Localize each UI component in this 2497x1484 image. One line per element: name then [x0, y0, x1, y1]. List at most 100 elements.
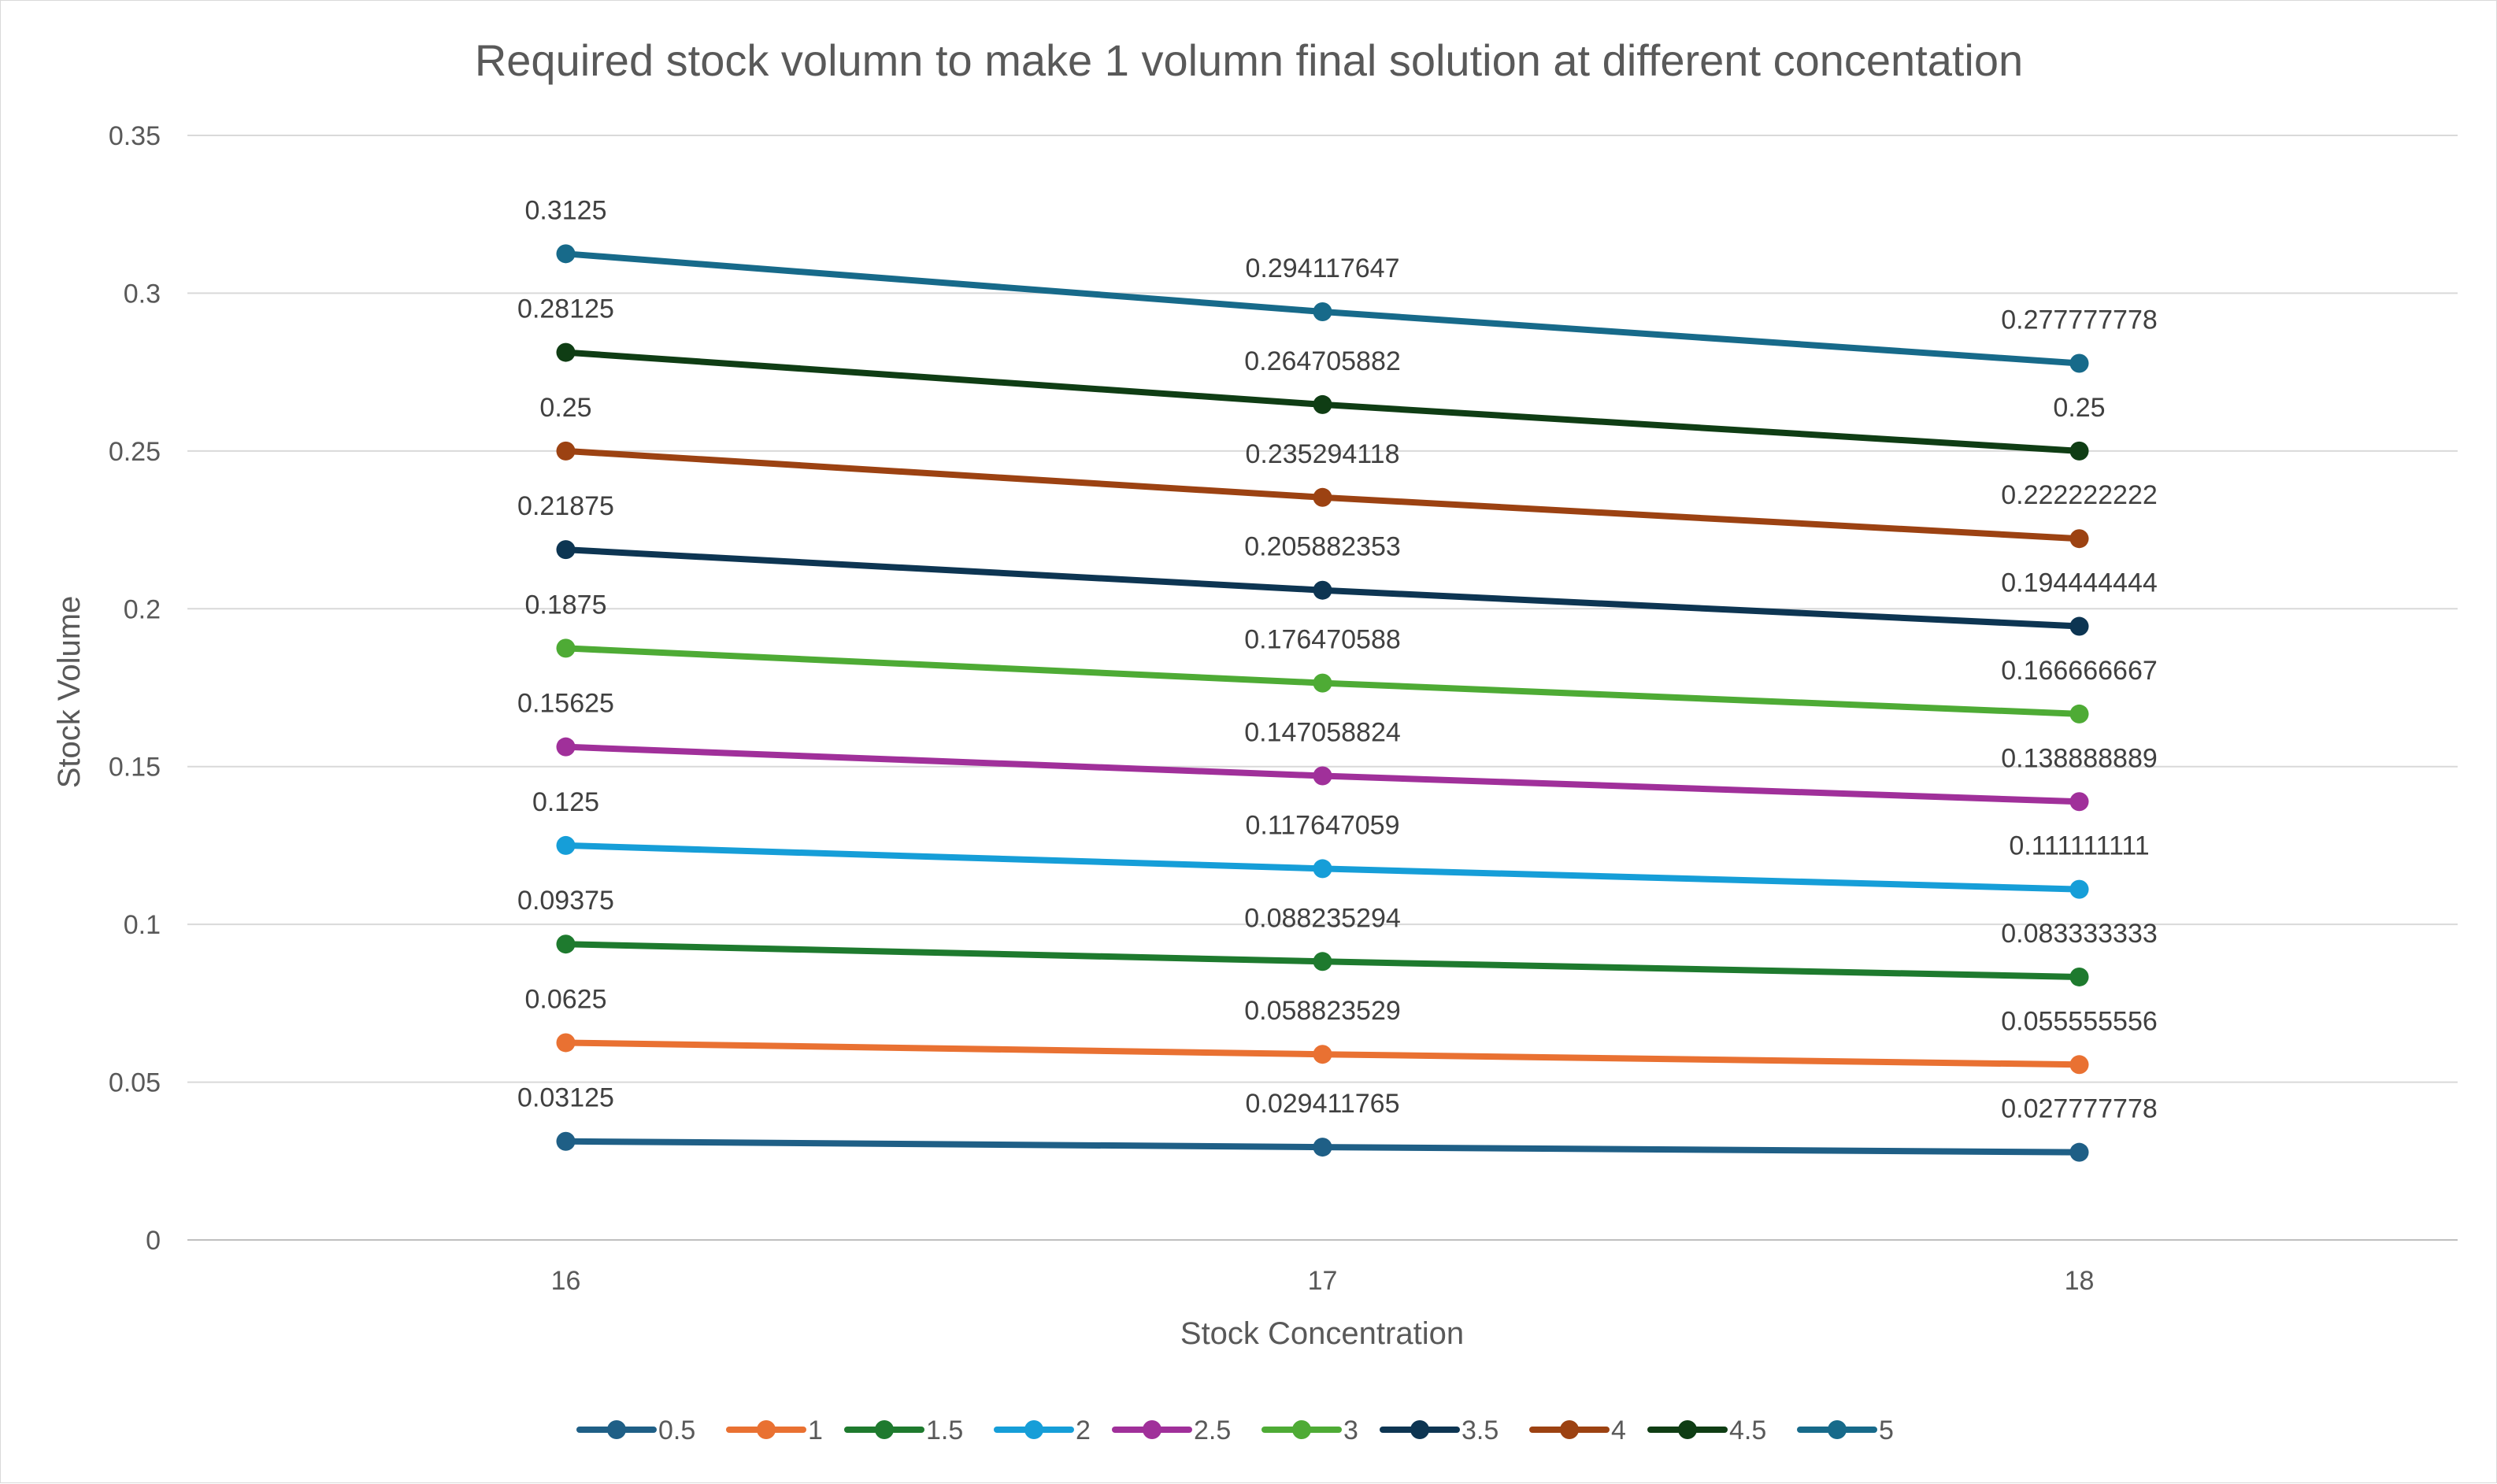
legend-item: 1 [726, 1416, 823, 1445]
legend-label: 1.5 [926, 1416, 963, 1445]
y-axis-title: Stock Volume [52, 596, 87, 789]
data-label: 0.277777778 [2001, 305, 2158, 335]
data-label: 0.111111111 [2009, 831, 2149, 861]
legend-swatch-marker [757, 1420, 776, 1439]
data-label: 0.088235294 [1244, 903, 1401, 933]
legend-swatch-marker [875, 1420, 894, 1439]
y-tick-label: 0.2 [124, 594, 161, 624]
legend-item: 0.5 [576, 1416, 695, 1445]
legend-swatch-marker [1292, 1420, 1311, 1439]
legend-label: 1 [808, 1416, 823, 1445]
legend-item: 4.5 [1647, 1416, 1766, 1445]
data-label: 0.027777778 [2001, 1094, 2158, 1124]
x-tick-label: 16 [551, 1266, 581, 1296]
data-label: 0.03125 [517, 1083, 614, 1113]
data-label: 0.264705882 [1244, 346, 1401, 376]
data-point [1313, 1138, 1332, 1157]
y-tick-label: 0.3 [124, 279, 161, 309]
data-label: 0.1875 [525, 590, 607, 620]
data-point [556, 638, 576, 658]
legend-item: 4 [1529, 1416, 1626, 1445]
data-point [1313, 673, 1332, 693]
x-axis-title: Stock Concentration [1180, 1316, 1464, 1351]
data-label: 0.083333333 [2001, 919, 2158, 949]
data-label: 0.147058824 [1244, 718, 1401, 748]
data-point [556, 737, 576, 757]
legend-label: 4 [1611, 1416, 1626, 1445]
data-point [556, 244, 576, 264]
data-labels: 0.03125 0.029411765 0.027777778 0.0625 0.058… [517, 195, 2158, 1123]
legend-item: 3 [1261, 1416, 1358, 1445]
x-tick-label: 18 [2065, 1266, 2095, 1296]
data-label: 0.28125 [517, 294, 614, 324]
y-tick-label: 0.05 [109, 1068, 161, 1098]
data-point [2069, 792, 2089, 812]
legend-swatch-marker [1410, 1420, 1429, 1439]
data-label: 0.194444444 [2001, 568, 2158, 598]
data-point [556, 1131, 576, 1151]
legend-swatch-marker [607, 1420, 626, 1439]
data-label: 0.055555556 [2001, 1006, 2158, 1036]
data-point [2069, 441, 2089, 461]
x-axis-ticks: 16 17 18 [551, 1266, 2095, 1296]
data-point [556, 540, 576, 560]
data-point [556, 1033, 576, 1053]
legend-label: 5 [1879, 1416, 1894, 1445]
data-label: 0.25 [2053, 393, 2105, 423]
data-label: 0.25 [539, 393, 591, 423]
data-point [1313, 394, 1332, 414]
data-label: 0.205882353 [1244, 532, 1401, 562]
y-tick-label: 0.15 [109, 753, 161, 783]
data-point [2069, 879, 2089, 899]
y-tick-label: 0.35 [109, 121, 161, 151]
data-point [2069, 967, 2089, 986]
data-point [556, 441, 576, 461]
data-point [1313, 487, 1332, 507]
data-label: 0.166666667 [2001, 656, 2158, 686]
data-point [1313, 952, 1332, 971]
y-axis-ticks: 0 0.05 0.1 0.15 0.2 0.25 0.3 0.35 [109, 121, 161, 1256]
legend-swatch-marker [1678, 1420, 1697, 1439]
legend-label: 0.5 [658, 1416, 695, 1445]
data-label: 0.15625 [517, 689, 614, 719]
legend: 0.5 1 1.5 2 2.5 3 3.5 4 4.5 5 [576, 1416, 1894, 1445]
data-point [1313, 766, 1332, 786]
data-point [1313, 1045, 1332, 1064]
data-label: 0.0625 [525, 984, 607, 1014]
legend-label: 2 [1076, 1416, 1091, 1445]
data-label: 0.294117647 [1245, 254, 1399, 283]
data-label: 0.222222222 [2001, 480, 2158, 510]
legend-swatch-marker [1143, 1420, 1161, 1439]
data-label: 0.125 [532, 787, 599, 817]
legend-item: 2.5 [1112, 1416, 1231, 1445]
legend-label: 4.5 [1729, 1416, 1766, 1445]
legend-label: 3 [1343, 1416, 1358, 1445]
legend-label: 2.5 [1194, 1416, 1231, 1445]
data-point [1313, 859, 1332, 879]
data-point [1313, 580, 1332, 600]
legend-item: 5 [1797, 1416, 1894, 1445]
y-tick-label: 0.1 [124, 910, 161, 940]
data-point [2069, 616, 2089, 636]
data-label: 0.117647059 [1245, 810, 1399, 840]
data-label: 0.3125 [525, 195, 607, 225]
legend-swatch-marker [1024, 1420, 1043, 1439]
data-label: 0.138888889 [2001, 743, 2158, 773]
legend-item: 1.5 [844, 1416, 963, 1445]
data-label: 0.029411765 [1245, 1089, 1399, 1119]
data-point [2069, 353, 2089, 373]
data-label: 0.21875 [517, 491, 614, 521]
data-point [2069, 529, 2089, 549]
data-label: 0.09375 [517, 886, 614, 916]
data-point [2069, 704, 2089, 723]
data-label: 0.235294118 [1245, 439, 1399, 469]
legend-item: 3.5 [1380, 1416, 1499, 1445]
data-point [2069, 1142, 2089, 1162]
legend-label: 3.5 [1462, 1416, 1499, 1445]
data-label: 0.058823529 [1244, 996, 1401, 1026]
chart-title: Required stock volumn to make 1 volumn f… [475, 35, 2023, 85]
data-point [1313, 302, 1332, 322]
legend-swatch-marker [1828, 1420, 1847, 1439]
